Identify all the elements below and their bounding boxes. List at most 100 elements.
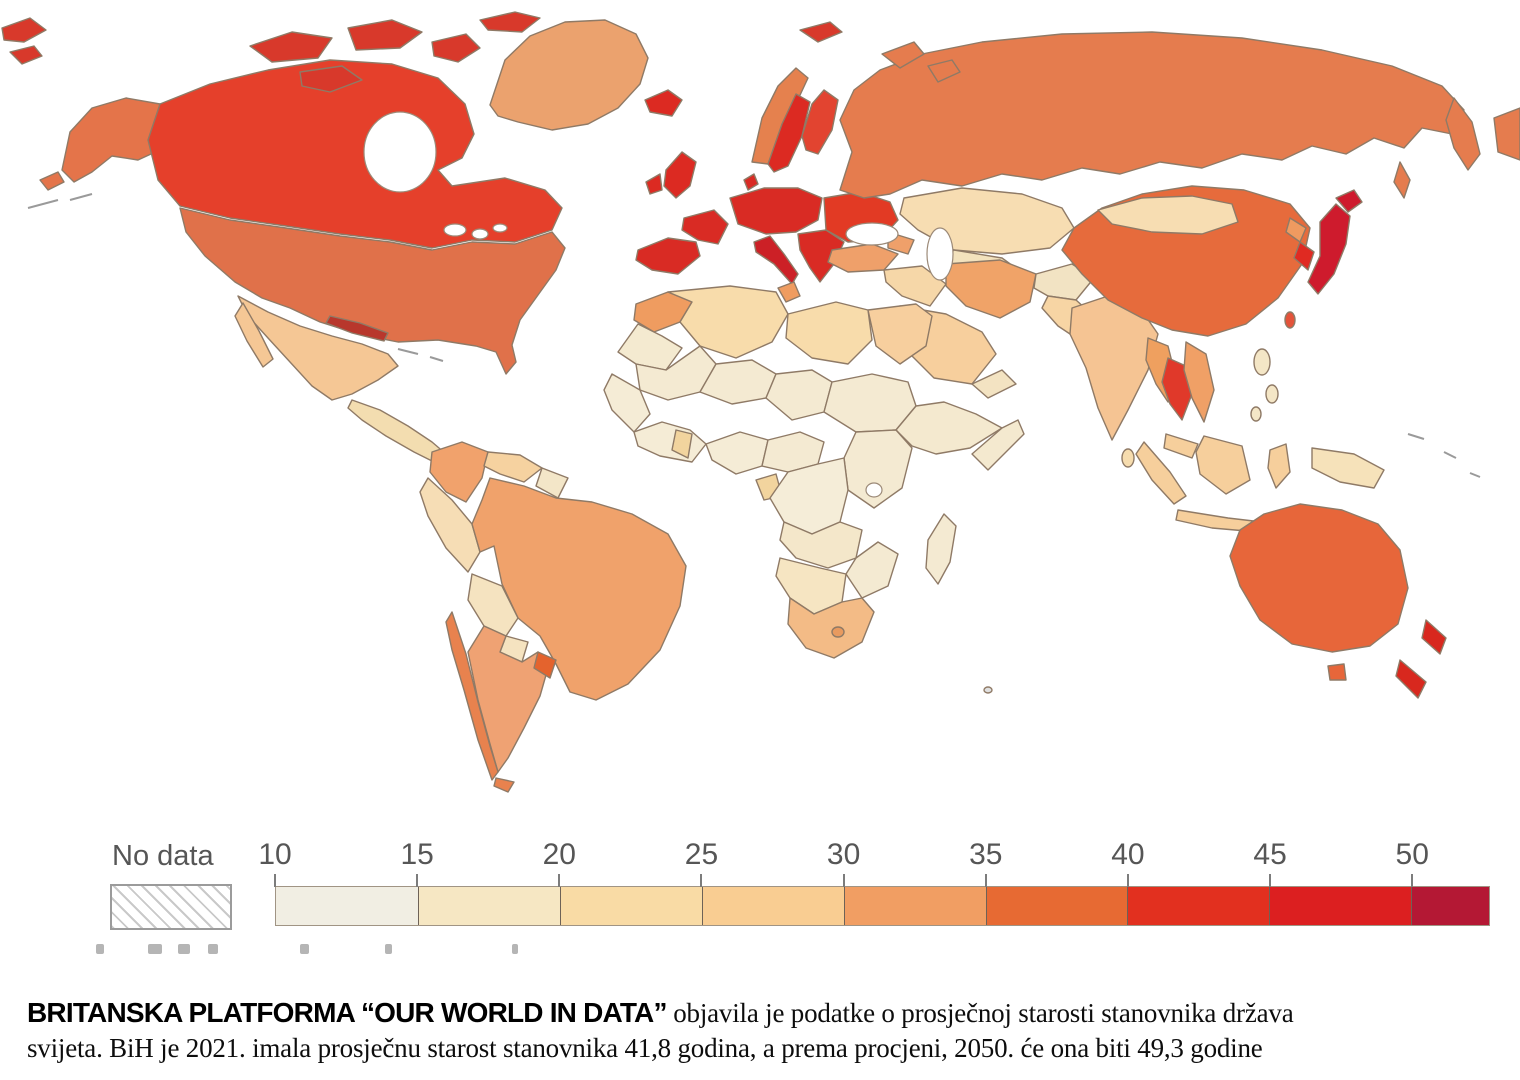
country-indonesia-borneo [1195, 435, 1251, 495]
country-algeria [667, 285, 789, 359]
country-arctic-archipelago [299, 65, 363, 93]
country-egypt [867, 303, 933, 365]
region-svalbard [799, 21, 843, 43]
country-sweden [767, 93, 811, 173]
aleutian-islands [27, 193, 93, 209]
cropped-text-remnant [96, 944, 104, 954]
legend-bin-0 [276, 887, 418, 925]
country-uk [663, 151, 697, 199]
country-libya [785, 301, 873, 365]
cropped-text-remnant [385, 944, 392, 954]
country-nigeria [705, 431, 769, 475]
legend-tick-label-50: 50 [1395, 838, 1429, 871]
country-australia [1229, 503, 1409, 653]
region-kamchatka [1445, 97, 1481, 171]
region-central-europe [729, 187, 823, 235]
country-lesotho [831, 626, 845, 638]
country-france [681, 209, 729, 245]
country-new-zealand [1395, 659, 1427, 699]
legend-bin-2 [559, 887, 702, 925]
region-yemen-oman [971, 369, 1017, 399]
legend-bar [275, 886, 1490, 926]
cropped-text-remnant [148, 944, 162, 954]
region-russia-wrap [1493, 107, 1520, 161]
country-alaska-islands [39, 171, 65, 191]
country-mongolia [1097, 195, 1239, 235]
legend-bin-8 [1411, 887, 1489, 925]
great-lakes [471, 228, 489, 240]
cropped-text-remnant [208, 944, 218, 954]
caribbean-islands [397, 348, 444, 362]
legend-tick-label-30: 30 [826, 838, 861, 871]
country-japan [1307, 203, 1351, 295]
country-tunisia [777, 281, 801, 303]
cropped-text-remnant [300, 944, 309, 954]
legend-bin-7 [1269, 887, 1412, 925]
region-iberia [635, 237, 701, 275]
country-chad [765, 369, 833, 421]
map-legend: No data 10 15 20 25 30 35 40 45 50 [0, 838, 1520, 948]
country-indonesia-sulawesi [1267, 443, 1291, 489]
country-japan-hokkaido [1335, 189, 1363, 213]
country-new-zealand [1421, 619, 1447, 655]
caption-body: objavila je podatke o prosječnoj starost… [27, 998, 1294, 1064]
country-kazakhstan [899, 187, 1075, 255]
legend-tick-label-35: 35 [969, 838, 1003, 871]
cropped-text-remnant [512, 944, 518, 954]
region-west-sahara-mauritania [617, 323, 683, 371]
no-data-swatch [110, 884, 232, 930]
country-arctic-archipelago [431, 33, 481, 63]
country-arctic-fragment [1, 17, 47, 43]
caption: BRITANSKA PLATFORMA “OUR WORLD IN DATA” … [27, 995, 1302, 1066]
country-arctic-fragment [9, 45, 43, 65]
legend-tick-label-45: 45 [1253, 838, 1287, 871]
country-new-guinea [1311, 447, 1385, 489]
region-gulf-of-guinea-coast [633, 421, 707, 463]
country-south-korea [1293, 241, 1315, 271]
country-brazil [471, 477, 687, 701]
country-denmark [743, 173, 759, 191]
country-taiwan [1284, 311, 1296, 329]
legend-tick-label-10: 10 [258, 838, 292, 871]
caption-lead: BRITANSKA PLATFORMA “OUR WORLD IN DATA” [27, 997, 667, 1028]
legend-bin-3 [701, 887, 844, 925]
country-ghana [671, 429, 693, 459]
country-arctic-archipelago [479, 11, 541, 33]
country-mexico [237, 295, 399, 401]
country-cuba [325, 315, 389, 342]
country-iceland [644, 89, 683, 117]
legend-tick-label-25: 25 [684, 838, 719, 871]
country-canada [147, 59, 563, 249]
region-novaya-zemlya [881, 41, 925, 69]
region-novaya-zemlya [927, 59, 961, 83]
country-venezuela [483, 451, 543, 483]
country-uruguay [533, 651, 557, 679]
country-chile [445, 611, 499, 781]
country-south-africa [787, 597, 875, 659]
country-vietnam [1183, 341, 1215, 423]
country-sri-lanka [1121, 448, 1135, 468]
no-data-label: No data [112, 840, 214, 872]
legend-tick-label-20: 20 [542, 838, 576, 871]
country-iran [945, 259, 1037, 319]
country-italy [753, 235, 799, 285]
region-tierra-del-fuego [493, 777, 515, 793]
country-philippines [1253, 348, 1271, 376]
country-finland [801, 89, 839, 155]
country-philippines [1250, 406, 1262, 422]
lake-victoria [865, 482, 883, 498]
country-malaysia [1163, 433, 1199, 459]
country-colombia [429, 441, 489, 503]
legend-tick-label-40: 40 [1111, 838, 1145, 871]
great-lakes [443, 223, 467, 237]
country-arctic-archipelago [347, 19, 423, 51]
black-sea [845, 222, 899, 246]
region-iraq-syria [883, 265, 947, 307]
country-greenland [489, 19, 649, 131]
hudson-bay [363, 111, 437, 193]
country-indonesia-sumatra [1135, 441, 1187, 505]
cropped-text-remnant [178, 944, 190, 954]
country-peru [419, 477, 481, 573]
country-mexico-baja [234, 302, 274, 368]
